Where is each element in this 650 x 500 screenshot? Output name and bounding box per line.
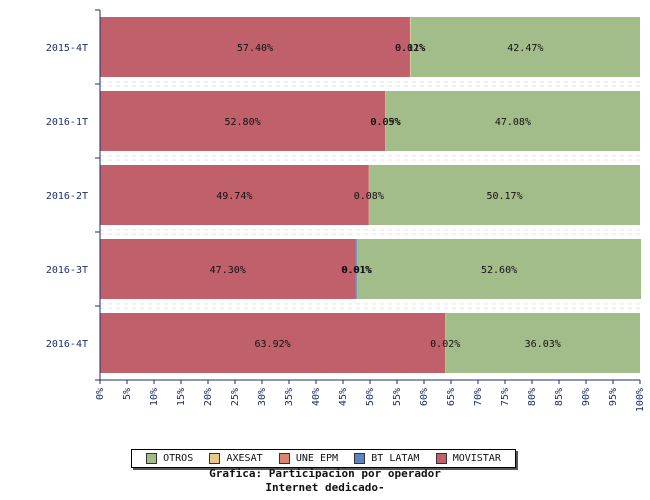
x-tick-label: 45%	[338, 388, 349, 406]
legend-swatch	[209, 453, 221, 464]
x-tick-label: 25%	[230, 388, 241, 406]
bar-otros	[410, 17, 640, 77]
legend-item-une-epm: UNE EPM	[278, 453, 339, 464]
data-label: 0.05%	[370, 117, 400, 128]
bar-movistar	[100, 165, 369, 225]
legend-item-movistar: MOVISTAR	[435, 453, 501, 464]
bar-movistar	[100, 91, 386, 151]
data-label: 49.74%	[216, 191, 252, 202]
x-tick-label: 15%	[176, 388, 187, 406]
data-label: 0.02%	[395, 43, 425, 54]
legend-label: OTROS	[163, 453, 194, 464]
legend-label: BT LATAM	[371, 453, 420, 464]
legend-swatch	[146, 453, 158, 464]
bar-movistar	[100, 17, 410, 77]
category-label: 2016-3T	[46, 265, 88, 276]
x-tick-label: 85%	[554, 388, 565, 406]
x-tick-label: 90%	[581, 388, 592, 406]
bar-axesat	[410, 17, 411, 77]
x-tick-label: 5%	[122, 388, 133, 400]
data-label: 50.17%	[486, 191, 522, 202]
x-tick-label: 100%	[635, 388, 646, 412]
data-label: 52.60%	[481, 265, 517, 276]
chart-caption: Grafica: Participacion por operador Inte…	[0, 467, 650, 495]
bar-otros	[385, 91, 640, 151]
bar-otros	[357, 239, 642, 299]
bar-bt-latam	[355, 239, 357, 299]
data-label: 42.47%	[507, 43, 543, 54]
x-tick-label: 55%	[392, 388, 403, 406]
data-label: 47.08%	[495, 117, 531, 128]
x-tick-label: 95%	[608, 388, 619, 406]
data-label: 63.92%	[255, 339, 291, 350]
legend-item-otros: OTROS	[146, 453, 193, 464]
legend: OTROS AXESAT UNE EPM BT LATAM MOVISTAR	[131, 449, 516, 468]
bar-otros	[445, 313, 640, 373]
x-tick-label: 35%	[284, 388, 295, 406]
legend-swatch	[435, 453, 447, 464]
data-label: 0.02%	[430, 339, 460, 350]
x-tick-label: 40%	[311, 388, 322, 406]
x-tick-label: 65%	[446, 388, 457, 406]
data-label: 0.01%	[341, 265, 371, 276]
legend-swatch	[354, 453, 366, 464]
category-label: 2016-1T	[46, 117, 88, 128]
legend-item-bt-latam: BT LATAM	[354, 453, 419, 464]
legend-item-axesat: AXESAT	[209, 453, 263, 464]
data-label: 57.40%	[237, 43, 273, 54]
category-label: 2016-2T	[46, 191, 88, 202]
data-label: 0.08%	[354, 191, 384, 202]
data-label: 0.01%	[342, 265, 372, 276]
bar-movistar	[100, 313, 446, 373]
x-tick-label: 50%	[365, 388, 376, 406]
data-label: 0.09%	[371, 117, 401, 128]
data-label: 47.30%	[210, 265, 246, 276]
category-label: 2016-4T	[46, 339, 88, 350]
x-tick-label: 20%	[203, 388, 214, 406]
caption-line-2: Internet dedicado-	[265, 481, 385, 494]
caption-line-1: Grafica: Participacion por operador	[209, 467, 441, 480]
bar-otros	[369, 165, 640, 225]
category-label: 2015-4T	[46, 43, 88, 54]
legend-swatch	[278, 453, 290, 464]
x-tick-label: 75%	[500, 388, 511, 406]
bar-movistar	[100, 239, 356, 299]
x-tick-label: 30%	[257, 388, 268, 406]
data-label: 36.03%	[525, 339, 561, 350]
legend-label: AXESAT	[226, 453, 263, 464]
x-tick-label: 0%	[95, 388, 106, 400]
x-tick-label: 60%	[419, 388, 430, 406]
data-label: 52.80%	[224, 117, 260, 128]
data-label: 0.11%	[395, 43, 425, 54]
x-tick-label: 10%	[149, 388, 160, 406]
legend-label: UNE EPM	[295, 453, 339, 464]
legend-label: MOVISTAR	[452, 453, 501, 464]
x-tick-label: 80%	[527, 388, 538, 406]
x-tick-label: 70%	[473, 388, 484, 406]
